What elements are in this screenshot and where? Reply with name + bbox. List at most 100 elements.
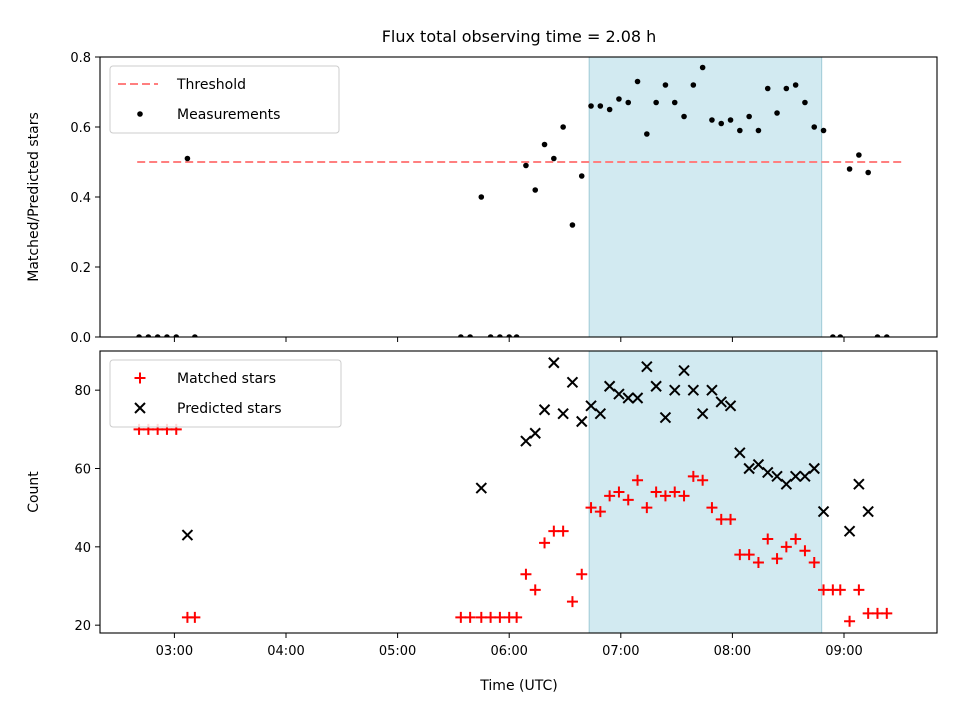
x-tick-label: 05:00 <box>379 644 416 659</box>
measurement-point <box>783 85 790 92</box>
matched-star-point <box>548 525 560 537</box>
predicted-star-point <box>557 407 569 420</box>
matched-star-point <box>576 568 588 580</box>
measurement-point <box>856 152 862 158</box>
measurement-point <box>532 187 539 193</box>
measurement-point <box>874 334 881 337</box>
y-axis-label: Matched/Predicted stars <box>26 112 42 282</box>
y-tick-label: 0.4 <box>70 191 91 206</box>
predicted-star-point <box>659 411 672 424</box>
predicted-star-point <box>853 478 865 490</box>
y-tick-label: 20 <box>74 619 91 634</box>
matched-star-point <box>604 490 616 502</box>
measurement-point <box>883 334 890 337</box>
measurement-point <box>755 127 762 134</box>
measurement-point <box>192 334 198 337</box>
x-tick-label: 04:00 <box>267 644 304 659</box>
matched-star-point <box>511 611 523 623</box>
predicted-star-point <box>734 447 746 459</box>
matched-star-point <box>687 470 699 482</box>
legend-label: Threshold <box>176 77 246 93</box>
x-tick-label: 08:00 <box>714 644 751 659</box>
matched-star-point <box>659 490 671 502</box>
matched-star-point <box>464 611 476 623</box>
measurement-point <box>764 85 771 92</box>
matched-star-point <box>697 474 709 486</box>
measurement-point <box>830 334 836 337</box>
measurement-point <box>820 127 827 134</box>
measurement-point <box>774 110 780 116</box>
predicted-star-point <box>808 462 820 475</box>
x-tick-label: 07:00 <box>602 644 639 659</box>
matched-star-point <box>853 584 865 596</box>
matched-star-point <box>494 611 506 623</box>
matched-star-point <box>650 486 662 498</box>
matched-star-point <box>632 474 644 486</box>
marks-top <box>136 64 904 337</box>
matched-star-point <box>808 557 820 568</box>
predicted-star-point <box>475 482 488 494</box>
matched-star-point <box>455 611 467 623</box>
measurement-point <box>865 169 871 176</box>
predicted-star-point <box>622 392 634 404</box>
axes-frame <box>99 350 938 634</box>
x-tick-label: 03:00 <box>156 644 193 659</box>
matched-star-point <box>780 541 792 553</box>
measurement-point <box>746 113 752 120</box>
measurement-point <box>597 103 604 109</box>
predicted-star-point <box>762 466 774 479</box>
predicted-star-point <box>843 525 856 537</box>
predicted-star-point <box>743 462 755 475</box>
predicted-star-point <box>181 529 194 541</box>
measurement-point <box>136 334 142 337</box>
predicted-star-point <box>687 384 700 396</box>
predicted-star-point <box>650 380 662 392</box>
measurement-point <box>164 334 170 337</box>
measurement-point <box>560 124 566 130</box>
matched-star-point <box>557 525 569 537</box>
matched-star-point <box>622 494 634 506</box>
matched-star-point <box>529 584 541 596</box>
matched-star-point <box>799 545 811 557</box>
predicted-star-point <box>631 392 644 404</box>
predicted-star-point <box>862 505 874 518</box>
marks-bottom <box>133 357 893 627</box>
measurement-point <box>644 131 650 137</box>
matched-star-point <box>881 607 893 619</box>
predicted-star-point <box>603 380 616 392</box>
legend-label: Measurements <box>177 107 280 123</box>
matched-star-point <box>585 502 597 514</box>
legend-box <box>109 359 342 428</box>
measurement-point <box>737 127 743 134</box>
panel-bottom: 20 40 60 80 03:00 04:00 05:00 06:00 07:00 08:00 09… <box>26 350 938 659</box>
matched-star-point <box>725 513 737 525</box>
matched-star-point <box>771 553 783 565</box>
matched-star-point <box>475 611 487 623</box>
y-tick-label: 0.8 <box>70 51 91 66</box>
matched-star-point <box>566 596 578 608</box>
measurement-point <box>541 141 548 148</box>
measurement-point <box>837 334 844 337</box>
matched-star-point <box>844 615 856 627</box>
measurement-point <box>588 103 594 109</box>
measurement-point <box>154 334 161 337</box>
measurement-point <box>634 78 641 85</box>
predicted-star-point <box>585 400 597 412</box>
plot-layer: 0.0 0.2 0.4 0.6 0.8 Matched/Predicted stars Th… <box>26 51 938 659</box>
y-tick-label: 0.6 <box>70 121 91 136</box>
measurement-point <box>513 334 520 337</box>
matched-star-point <box>594 506 606 518</box>
legend-box <box>109 65 340 134</box>
matched-star-point <box>734 549 746 561</box>
predicted-star-point <box>752 458 765 471</box>
y-tick-label: 80 <box>74 384 91 399</box>
predicted-star-point <box>706 384 718 396</box>
y-tick-label: 0.0 <box>70 331 91 346</box>
measurement-point <box>551 155 557 162</box>
measurement-point <box>690 82 697 88</box>
matched-star-point <box>539 537 551 549</box>
matched-star-point <box>189 611 201 623</box>
matched-star-point <box>862 607 874 619</box>
measurement-point <box>727 117 734 123</box>
